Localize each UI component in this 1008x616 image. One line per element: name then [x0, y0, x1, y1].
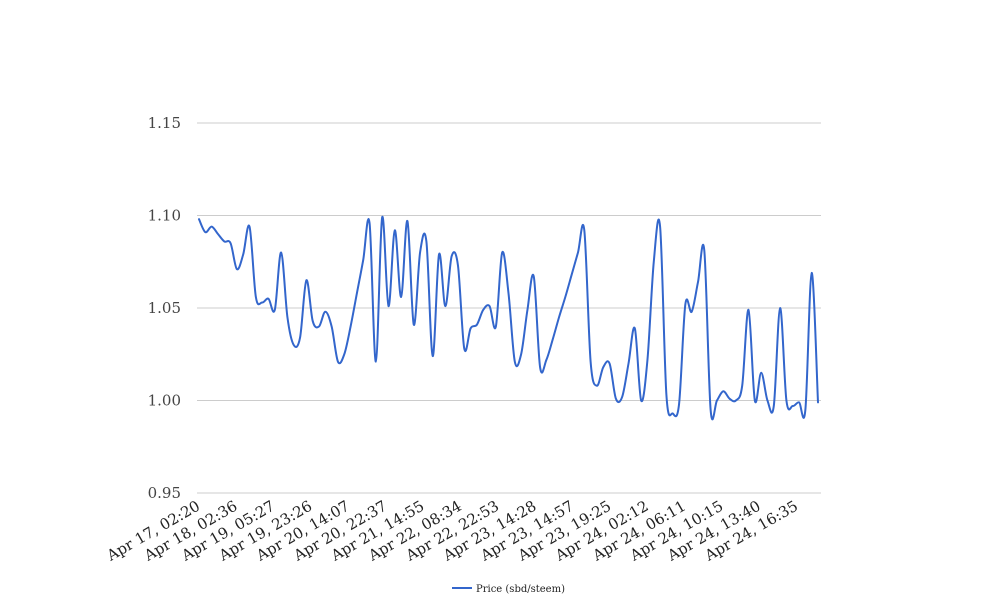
- legend[interactable]: Price (sbd/steem): [452, 584, 565, 595]
- y-tick-label: 0.95: [148, 484, 181, 502]
- y-tick-label: 1.15: [148, 114, 181, 132]
- series-lines: [198, 216, 819, 421]
- series-line-price[interactable]: [198, 216, 819, 421]
- y-tick-label: 1.05: [148, 299, 181, 317]
- y-tick-label: 1.00: [148, 392, 181, 410]
- y-axis-ticks: 0.95 1.00 1.05 1.10 1.15: [148, 114, 181, 502]
- legend-label: Price (sbd/steem): [476, 584, 565, 595]
- y-tick-label: 1.10: [148, 207, 181, 225]
